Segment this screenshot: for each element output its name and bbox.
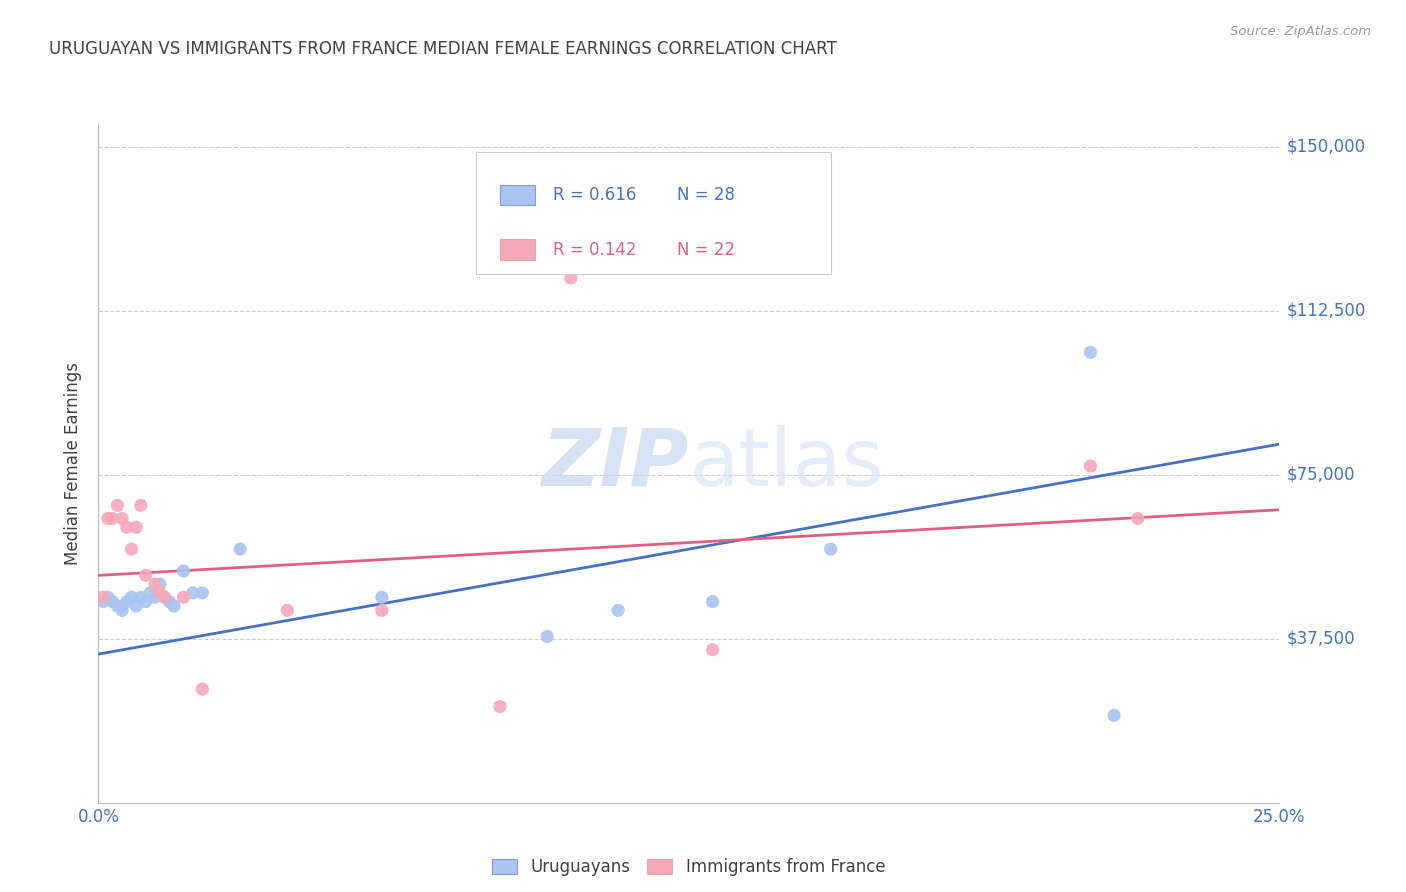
Point	[97, 591, 120, 605]
Point	[172, 591, 194, 605]
Point	[163, 599, 186, 613]
Point	[702, 594, 724, 608]
Text: $150,000: $150,000	[1286, 137, 1365, 156]
Text: N = 22: N = 22	[678, 241, 735, 259]
Point	[111, 603, 134, 617]
Point	[702, 642, 724, 657]
Text: $75,000: $75,000	[1286, 466, 1355, 483]
Point	[121, 542, 143, 557]
FancyBboxPatch shape	[477, 152, 831, 274]
Point	[371, 591, 394, 605]
FancyBboxPatch shape	[501, 185, 536, 205]
Point	[105, 499, 128, 513]
Point	[1080, 458, 1102, 473]
Point	[371, 603, 394, 617]
Point	[105, 599, 128, 613]
Text: URUGUAYAN VS IMMIGRANTS FROM FRANCE MEDIAN FEMALE EARNINGS CORRELATION CHART: URUGUAYAN VS IMMIGRANTS FROM FRANCE MEDI…	[49, 40, 837, 58]
Point	[125, 599, 148, 613]
Point	[129, 591, 152, 605]
Point	[229, 542, 252, 557]
FancyBboxPatch shape	[501, 239, 536, 260]
Y-axis label: Median Female Earnings: Median Female Earnings	[65, 362, 83, 566]
Point	[139, 586, 162, 600]
Text: $37,500: $37,500	[1286, 630, 1355, 648]
Point	[143, 591, 166, 605]
Point	[91, 591, 114, 605]
Point	[143, 577, 166, 591]
Point	[121, 591, 143, 605]
Point	[536, 630, 558, 644]
Point	[115, 520, 138, 534]
Point	[276, 603, 298, 617]
Point	[115, 594, 138, 608]
Text: R = 0.142: R = 0.142	[553, 241, 637, 259]
Text: atlas: atlas	[689, 425, 883, 503]
Point	[135, 568, 157, 582]
Text: N = 28: N = 28	[678, 186, 735, 203]
Point	[157, 594, 180, 608]
Point	[820, 542, 842, 557]
Legend: Uruguayans, Immigrants from France: Uruguayans, Immigrants from France	[486, 851, 891, 882]
Point	[111, 511, 134, 525]
Point	[489, 699, 512, 714]
Text: $112,500: $112,500	[1286, 301, 1365, 319]
Point	[149, 577, 172, 591]
Point	[135, 594, 157, 608]
Point	[1126, 511, 1149, 525]
Point	[1102, 708, 1125, 723]
Point	[191, 682, 214, 697]
Point	[172, 564, 194, 578]
Text: R = 0.616: R = 0.616	[553, 186, 637, 203]
Text: ZIP: ZIP	[541, 425, 689, 503]
Point	[129, 499, 152, 513]
Point	[97, 511, 120, 525]
Point	[560, 271, 582, 285]
Point	[1080, 345, 1102, 359]
Point	[181, 586, 204, 600]
Point	[191, 586, 214, 600]
Point	[153, 591, 176, 605]
Point	[101, 594, 124, 608]
Point	[101, 511, 124, 525]
Text: Source: ZipAtlas.com: Source: ZipAtlas.com	[1230, 25, 1371, 38]
Point	[149, 586, 172, 600]
Point	[125, 520, 148, 534]
Point	[607, 603, 630, 617]
Point	[153, 591, 176, 605]
Point	[91, 594, 114, 608]
Point	[111, 599, 134, 613]
